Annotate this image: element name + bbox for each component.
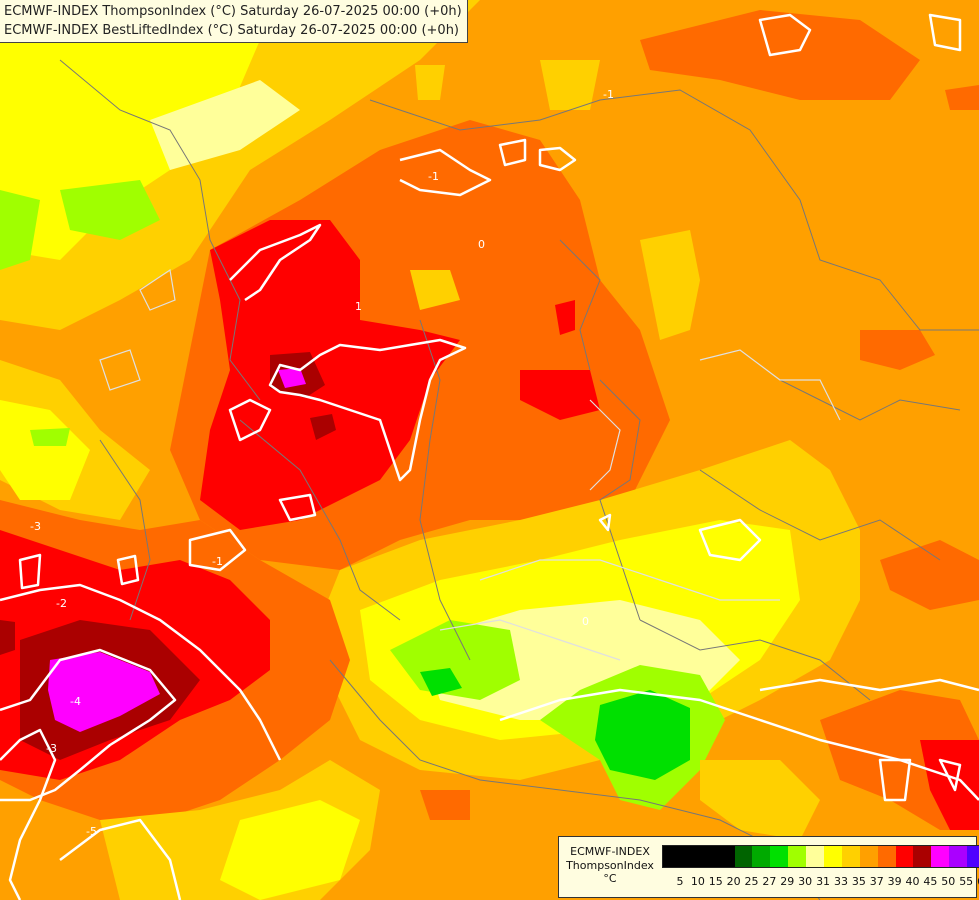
- region-green-w2: [60, 180, 160, 240]
- region-red-se: [920, 740, 979, 830]
- legend-swatch: [859, 846, 878, 867]
- color-legend: ECMWF-INDEX ThompsonIndex °C 5 10 15 20 25 27…: [558, 836, 979, 898]
- contour-label: -4: [70, 695, 81, 708]
- region-orange-s-bottom: [420, 790, 470, 820]
- legend-parameter: ThompsonIndex: [566, 858, 654, 872]
- legend-swatch: [680, 846, 699, 867]
- legend-swatch: [734, 846, 753, 867]
- region-green-w3: [30, 428, 70, 446]
- legend-swatch: [698, 846, 717, 867]
- legend-swatch: [788, 846, 807, 867]
- region-red-center: [200, 220, 460, 530]
- legend-tick-label: 37: [869, 875, 884, 888]
- region-green-s2b: [595, 690, 690, 780]
- legend-tick-label: 35: [851, 875, 866, 888]
- legend-tick-label: 40: [905, 875, 920, 888]
- legend-ticks: 5 1015202527293031333537394045505560: [671, 875, 979, 888]
- legend-swatch: [895, 846, 914, 867]
- region-yellow-ne: [640, 230, 700, 340]
- legend-swatch: [841, 846, 860, 867]
- contour-label: -3: [46, 742, 57, 755]
- region-red-ne-spot2: [555, 300, 575, 335]
- legend-swatch: [949, 846, 968, 867]
- legend-tick-label: 50: [941, 875, 956, 888]
- contour-labels: -1 -1 -1 0 1 -3 -4 -2 -3 -5 0: [30, 88, 614, 838]
- contour-lines: [0, 13, 979, 900]
- region-yellow-se: [700, 760, 820, 840]
- legend-tick-label: 29: [780, 875, 795, 888]
- legend-swatch: [913, 846, 932, 867]
- legend-tick-label: 39: [887, 875, 902, 888]
- legend-label: ECMWF-INDEX ThompsonIndex °C: [561, 845, 659, 886]
- region-red-ne2: [945, 85, 979, 110]
- region-green-s1b: [420, 668, 462, 696]
- contour-label: 0: [478, 238, 485, 251]
- contour-label: -1: [428, 170, 439, 183]
- region-red-ne-spot: [520, 370, 600, 420]
- region-darkred-center2: [310, 414, 336, 440]
- contour-label: -5: [86, 825, 97, 838]
- legend-tick-label: 45: [923, 875, 938, 888]
- contour-label: -2: [56, 597, 67, 610]
- legend-swatch: [967, 846, 979, 867]
- legend-tick-label: 20: [726, 875, 741, 888]
- contour-lines-grey: [99, 268, 841, 661]
- legend-tick-label: 5: [676, 875, 684, 888]
- contour-label: 1: [355, 300, 362, 313]
- legend-tick-label: 33: [833, 875, 848, 888]
- legend-swatch: [877, 846, 896, 867]
- legend-tick-label: 27: [762, 875, 777, 888]
- legend-unit: °C: [603, 872, 617, 885]
- contour-label: -1: [212, 555, 223, 568]
- title-line-thompson: ECMWF-INDEX ThompsonIndex (°C) Saturday …: [4, 4, 462, 19]
- region-yellow-ne2: [410, 270, 460, 310]
- region-green-s1: [390, 620, 520, 700]
- legend-tick-label: 55: [959, 875, 974, 888]
- title-line-lifted: ECMWF-INDEX BestLiftedIndex (°C) Saturda…: [4, 23, 459, 38]
- region-magenta-center: [278, 368, 306, 388]
- region-orange-se: [880, 540, 979, 610]
- legend-swatch: [770, 846, 789, 867]
- map-title-box: ECMWF-INDEX ThompsonIndex (°C) Saturday …: [0, 0, 468, 43]
- contour-label: -3: [30, 520, 41, 533]
- legend-swatch: [716, 846, 735, 867]
- region-red-e: [860, 330, 935, 370]
- legend-swatch: [824, 846, 842, 867]
- region-magenta-sw: [48, 652, 160, 732]
- legend-tick-label: 10: [690, 875, 705, 888]
- legend-tick-label: 31: [816, 875, 831, 888]
- legend-swatch: [931, 846, 950, 867]
- region-yellow-ne3: [415, 65, 445, 100]
- contour-label: -1: [603, 88, 614, 101]
- legend-swatches: [662, 845, 979, 868]
- region-green-w: [0, 190, 40, 270]
- country-borders: [59, 59, 979, 900]
- region-darkred-sw2: [0, 620, 15, 655]
- region-lightyellow-nw: [150, 80, 300, 170]
- legend-model: ECMWF-INDEX: [570, 845, 650, 858]
- region-yellow-w2: [0, 400, 90, 500]
- region-red-ne: [640, 10, 920, 100]
- legend-tick-label: 30: [798, 875, 813, 888]
- region-yellow-sw2: [220, 800, 360, 900]
- region-yellow-n: [540, 60, 600, 110]
- contour-label: 0: [582, 615, 589, 628]
- legend-swatch: [752, 846, 771, 867]
- legend-swatch: [663, 846, 681, 867]
- legend-swatch: [806, 846, 825, 867]
- legend-tick-label: 25: [744, 875, 759, 888]
- legend-tick-label: 60: [975, 875, 979, 888]
- legend-tick-label: 15: [708, 875, 723, 888]
